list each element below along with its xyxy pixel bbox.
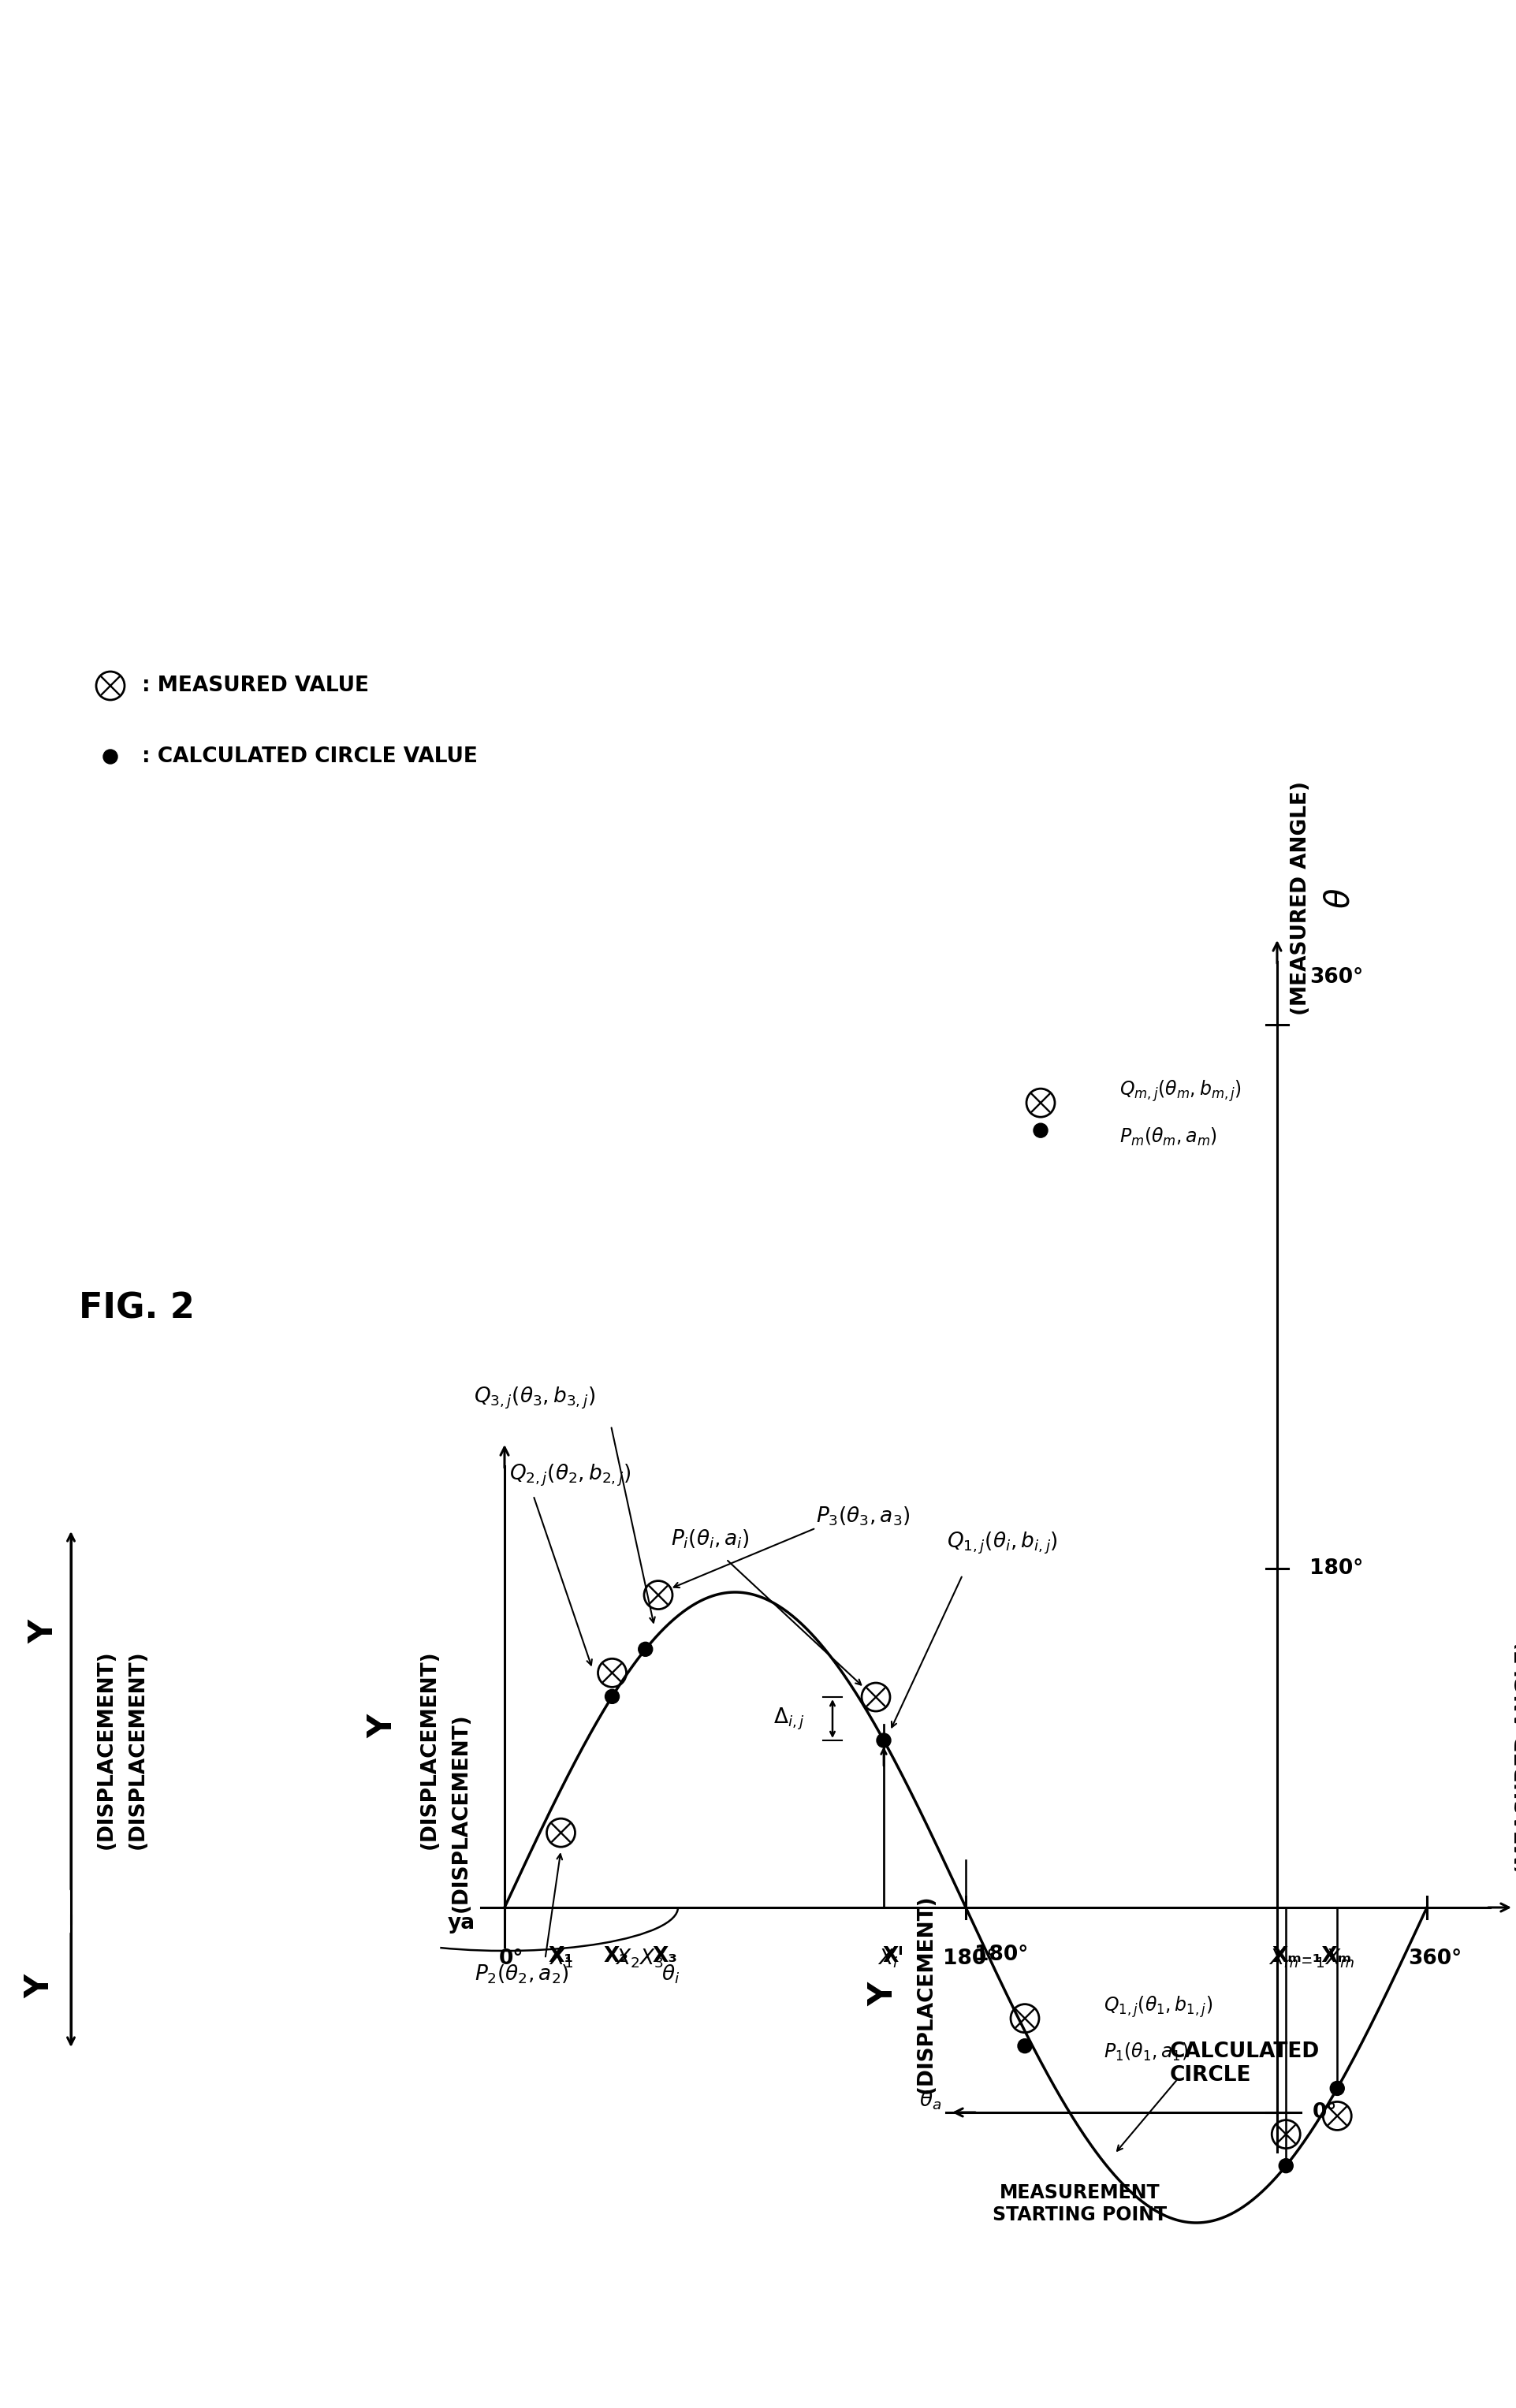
Text: $P_1(\theta_1, a_1)$: $P_1(\theta_1, a_1)$: [1104, 2042, 1189, 2064]
Circle shape: [1330, 2081, 1345, 2095]
Text: $P_3(\theta_3, a_3)$: $P_3(\theta_3, a_3)$: [816, 1505, 910, 1527]
Text: (DISPLACEMENT): (DISPLACEMENT): [127, 1649, 149, 1849]
Text: $P_2(\theta_2, a_2)$: $P_2(\theta_2, a_2)$: [475, 1963, 568, 1987]
Text: $X_i$: $X_i$: [878, 1948, 897, 1970]
Circle shape: [876, 1734, 891, 1748]
Text: X₁: X₁: [549, 1946, 573, 1967]
Text: ya: ya: [447, 1912, 475, 1934]
Text: $\theta_i$: $\theta_i$: [661, 1963, 679, 1987]
Text: 360°: 360°: [1408, 1948, 1461, 1970]
Text: (DISPLACEMENT): (DISPLACEMENT): [96, 1649, 117, 1849]
Circle shape: [1280, 2158, 1293, 2172]
Text: $Q_{m,j}(\theta_m, b_{m,j})$: $Q_{m,j}(\theta_m, b_{m,j})$: [1119, 1079, 1242, 1103]
Text: (MEASURED ANGLE): (MEASURED ANGLE): [1290, 783, 1311, 1016]
Text: $\theta_a$: $\theta_a$: [919, 2090, 941, 2112]
Text: $Q_{2,j}(\theta_2, b_{2,j})$: $Q_{2,j}(\theta_2, b_{2,j})$: [509, 1464, 631, 1488]
Text: Y: Y: [23, 1975, 56, 1999]
Text: X₃: X₃: [652, 1946, 678, 1967]
Text: $Q_{1,j}(\theta_i, b_{i,j})$: $Q_{1,j}(\theta_i, b_{i,j})$: [948, 1531, 1058, 1556]
Text: Xᴵ: Xᴵ: [882, 1946, 904, 1967]
Text: Y: Y: [27, 1621, 61, 1645]
Text: MEASUREMENT
STARTING POINT: MEASUREMENT STARTING POINT: [993, 2184, 1167, 2225]
Text: (DISPLACEMENT): (DISPLACEMENT): [450, 1714, 471, 1912]
Circle shape: [103, 749, 117, 763]
Text: $\theta$: $\theta$: [1323, 889, 1357, 910]
Text: X₂: X₂: [603, 1946, 629, 1967]
Text: $Q_{1,j}(\theta_1, b_{1,j})$: $Q_{1,j}(\theta_1, b_{1,j})$: [1104, 1994, 1213, 2018]
Text: Xₘ₋₁Xₘ: Xₘ₋₁Xₘ: [1272, 1946, 1352, 1967]
Text: $\Delta_{i,j}$: $\Delta_{i,j}$: [773, 1705, 805, 1731]
Circle shape: [1017, 2040, 1032, 2054]
Text: (DISPLACEMENT): (DISPLACEMENT): [420, 1649, 440, 1849]
Text: 0°: 0°: [499, 1948, 523, 1970]
Text: $P_m(\theta_m, a_m)$: $P_m(\theta_m, a_m)$: [1119, 1127, 1217, 1149]
Circle shape: [638, 1642, 652, 1657]
Text: 360°: 360°: [1310, 968, 1363, 987]
Text: $X_2  X_3$: $X_2 X_3$: [614, 1948, 664, 1970]
Text: $X_1$: $X_1$: [549, 1948, 573, 1970]
Text: Y: Y: [365, 1714, 399, 1739]
Circle shape: [1034, 1125, 1048, 1137]
Text: : MEASURED VALUE: : MEASURED VALUE: [143, 677, 368, 696]
Text: FIG. 2: FIG. 2: [79, 1291, 194, 1324]
Text: 0°: 0°: [1311, 2102, 1337, 2124]
Text: CALCULATED
CIRCLE: CALCULATED CIRCLE: [1170, 2042, 1320, 2085]
Text: : CALCULATED CIRCLE VALUE: : CALCULATED CIRCLE VALUE: [143, 746, 478, 766]
Text: 180°: 180°: [975, 1946, 1028, 1965]
Text: 180°: 180°: [943, 1948, 996, 1970]
Text: (DISPLACEMENT): (DISPLACEMENT): [916, 1895, 937, 2093]
Text: $X_{m-1}X_m$: $X_{m-1}X_m$: [1269, 1948, 1355, 1970]
Circle shape: [605, 1690, 619, 1702]
Text: $P_i(\theta_i, a_i)$: $P_i(\theta_i, a_i)$: [672, 1529, 749, 1551]
Text: Y: Y: [867, 1982, 899, 2006]
Text: 180°: 180°: [1310, 1558, 1363, 1580]
Text: $Q_{3,j}(\theta_3, b_{3,j})$: $Q_{3,j}(\theta_3, b_{3,j})$: [473, 1385, 596, 1411]
